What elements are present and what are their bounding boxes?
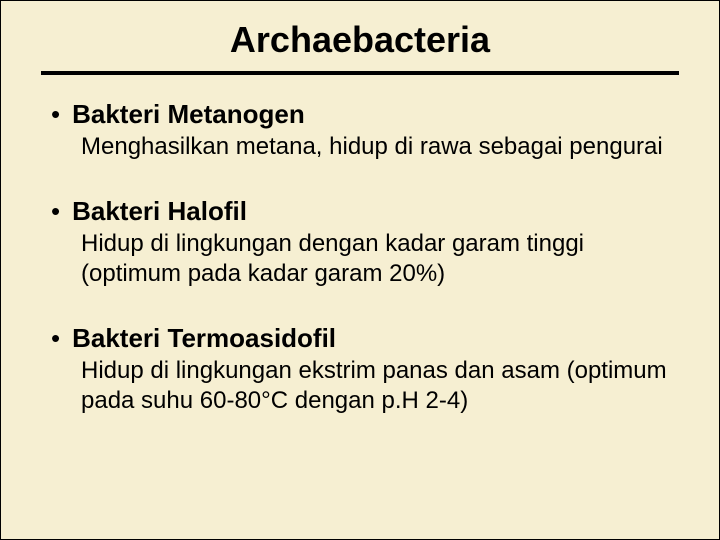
bullet-item: • Bakteri Metanogen [51, 99, 679, 130]
bullet-marker-icon: • [51, 325, 60, 351]
content-area: • Bakteri Metanogen Menghasilkan metana,… [41, 99, 679, 416]
bullet-description: Hidup di lingkungan dengan kadar garam t… [81, 229, 679, 289]
bullet-heading: Bakteri Halofil [72, 196, 247, 227]
slide-title: Archaebacteria [41, 19, 679, 61]
bullet-item: • Bakteri Termoasidofil [51, 323, 679, 354]
title-divider [41, 71, 679, 75]
bullet-heading: Bakteri Termoasidofil [72, 323, 336, 354]
bullet-description: Hidup di lingkungan ekstrim panas dan as… [81, 356, 679, 416]
slide-container: Archaebacteria • Bakteri Metanogen Mengh… [1, 1, 719, 539]
bullet-marker-icon: • [51, 198, 60, 224]
bullet-description: Menghasilkan metana, hidup di rawa sebag… [81, 132, 679, 162]
bullet-marker-icon: • [51, 101, 60, 127]
bullet-item: • Bakteri Halofil [51, 196, 679, 227]
bullet-heading: Bakteri Metanogen [72, 99, 305, 130]
